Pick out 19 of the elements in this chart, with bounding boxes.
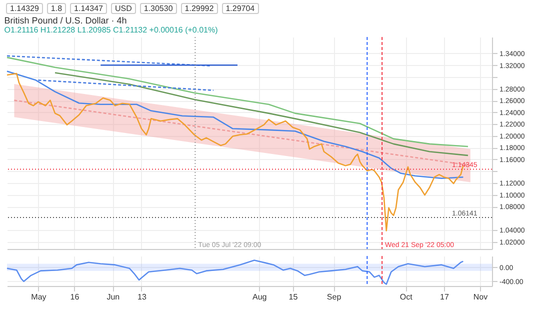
text: 1.14329 xyxy=(6,2,43,14)
chart-title: British Pound / U.S. Dollar · 4h xyxy=(4,16,127,26)
x-tick-label: 17 xyxy=(440,292,450,302)
text: 1.30530 xyxy=(140,2,177,14)
x-tick-label: May xyxy=(31,292,46,302)
text: 1.14347 xyxy=(70,2,107,14)
x-tick-label: Sep xyxy=(326,292,342,302)
x-tick-label: Oct xyxy=(400,292,414,302)
chart-subtitle: O1.21116 H1.21228 L1.20985 C1.21132 +0.00016 (+0.01%) xyxy=(4,26,218,34)
text: 1.29704 xyxy=(222,2,259,14)
x-tick-label: 16 xyxy=(70,292,80,302)
text: 1.29992 xyxy=(180,2,218,14)
x-tick-label: 15 xyxy=(288,292,298,302)
text: USD xyxy=(110,2,136,14)
x-tick-label: Nov xyxy=(473,292,488,302)
text: 1.8 xyxy=(46,2,66,14)
x-tick-label: Jun xyxy=(106,292,120,302)
x-tick-label: 13 xyxy=(138,292,147,302)
x-tick-label: Aug xyxy=(252,292,267,302)
